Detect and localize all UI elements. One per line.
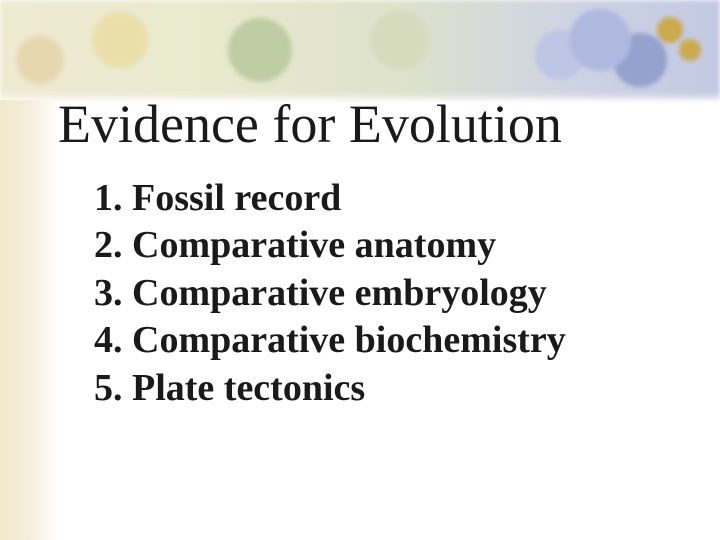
item-number: 1. — [94, 177, 123, 219]
item-number: 2. — [94, 224, 123, 266]
decorative-banner — [0, 0, 720, 100]
item-text: Comparative embryology — [132, 272, 547, 314]
slide-title: Evidence for Evolution — [58, 96, 700, 153]
left-wash — [0, 100, 60, 540]
list-item: 3. Comparative embryology — [94, 270, 700, 318]
list-item: 1. Fossil record — [94, 175, 700, 223]
item-number: 5. — [94, 367, 123, 409]
list-item: 2. Comparative anatomy — [94, 222, 700, 270]
item-text: Plate tectonics — [132, 367, 365, 409]
list-item: 5. Plate tectonics — [94, 365, 700, 413]
evidence-list: 1. Fossil record 2. Comparative anatomy … — [94, 175, 700, 413]
item-number: 3. — [94, 272, 123, 314]
item-text: Fossil record — [132, 177, 341, 219]
slide-content: Evidence for Evolution 1. Fossil record … — [58, 96, 700, 412]
item-text: Comparative biochemistry — [132, 319, 566, 361]
item-number: 4. — [94, 319, 123, 361]
item-text: Comparative anatomy — [132, 224, 496, 266]
list-item: 4. Comparative biochemistry — [94, 317, 700, 365]
